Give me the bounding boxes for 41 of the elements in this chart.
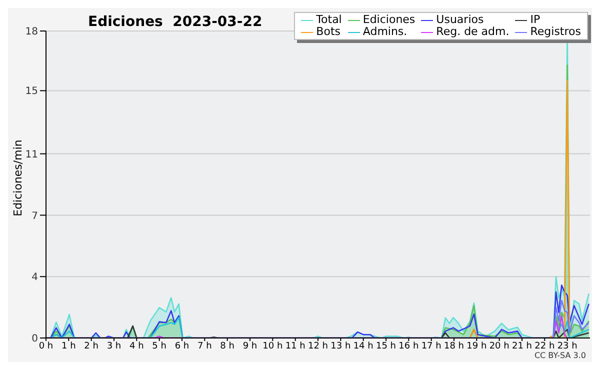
y-tick-label: 7	[32, 210, 38, 222]
legend-label: Admins.	[362, 25, 408, 38]
y-axis-title: Ediciones/min	[12, 140, 24, 216]
x-tick-label: 13 h	[330, 341, 351, 352]
y-tick-label: 15	[25, 86, 38, 98]
x-tick-label: 4 h	[130, 341, 144, 352]
x-tick-label: 17 h	[421, 341, 442, 352]
x-tick-label: 1 h	[62, 341, 76, 352]
x-tick-label: 20 h	[489, 341, 510, 352]
legend-label: Reg. de adm.	[436, 25, 510, 38]
x-tick-label: 22 h	[534, 341, 555, 352]
x-tick-label: 2 h	[84, 341, 98, 352]
legend-label: Registros	[530, 25, 581, 38]
x-tick-label: 6 h	[174, 341, 190, 352]
y-tick-label: 11	[25, 149, 38, 160]
x-tick-label: 12 h	[308, 341, 328, 352]
x-tick-label: 8 h	[220, 341, 234, 352]
x-tick-label: 19 h	[466, 341, 487, 352]
legend-label: IP	[530, 13, 540, 26]
x-tick-label: 7 h	[198, 341, 212, 352]
x-tick-label: 11 h	[285, 341, 306, 352]
legend-label: Ediciones	[362, 13, 416, 26]
legend-label: Usuarios	[436, 13, 484, 26]
x-tick-label: 0 h	[38, 341, 54, 352]
x-tick-label: 5 h	[152, 341, 166, 352]
x-tick-label: 23 h	[557, 341, 578, 352]
legend-label: Bots	[316, 25, 340, 38]
y-tick-label: 18	[25, 26, 38, 38]
x-tick-label: 3 h	[106, 341, 122, 352]
legend-label: Total	[316, 13, 342, 26]
y-tick-label: 4	[32, 272, 38, 284]
x-tick-label: 14 h	[353, 341, 374, 352]
x-tick-label: 18 h	[444, 341, 464, 352]
chart-title: Ediciones 2023-03-22	[88, 14, 262, 30]
x-tick-label: 21 h	[512, 341, 532, 352]
x-tick-label: 16 h	[398, 341, 419, 352]
text: CC BY-SA 3.0	[534, 351, 586, 360]
x-tick-label: 9 h	[242, 341, 258, 352]
x-tick-label: 10 h	[262, 341, 283, 352]
y-tick-label: 0	[32, 334, 38, 345]
x-tick-label: 15 h	[376, 341, 396, 352]
